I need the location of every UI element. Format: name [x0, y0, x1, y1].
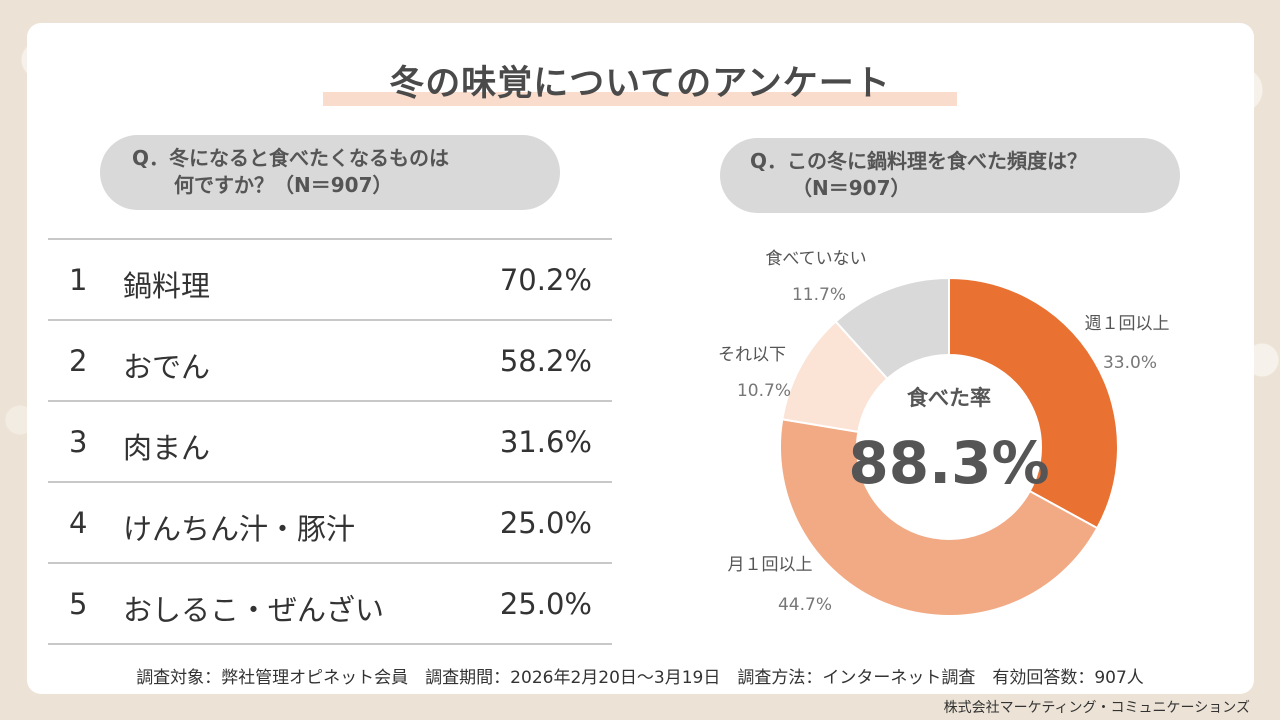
rank-item-name: 肉まん — [123, 431, 211, 465]
slice-weekly — [948, 276, 1119, 530]
rank-number: 5 — [69, 587, 88, 621]
rank-percentage: 25.0% — [499, 587, 592, 621]
left-question-line2: 何ですか？（N＝907） — [174, 173, 393, 197]
rank-number: 3 — [69, 425, 88, 459]
rank-item-name: 鍋料理 — [123, 269, 211, 303]
rank-percentage: 70.2% — [499, 263, 592, 297]
table-row: 2 おでん 58.2% — [48, 319, 612, 400]
slice-monthly — [779, 418, 1099, 617]
company-name: 株式会社マーケティング・コミュニケーションズ — [943, 700, 1250, 716]
slice-label-weekly: 週１回以上 — [1085, 314, 1170, 334]
right-question: Q．この冬に鍋料理を食べた頻度は？ （N＝907） — [720, 138, 1180, 213]
slice-value-none: 11.7% — [792, 285, 846, 305]
title-underline — [323, 92, 957, 106]
table-row: 4 けんちん汁・豚汁 25.0% — [48, 481, 612, 562]
rank-percentage: 25.0% — [499, 506, 592, 540]
rank-number: 1 — [69, 263, 88, 297]
right-question-line2: （N＝907） — [792, 176, 911, 200]
table-row: 1 鍋料理 70.2% — [48, 238, 612, 319]
table-row: 3 肉まん 31.6% — [48, 400, 612, 481]
slice-label-less: それ以下 — [718, 345, 786, 365]
slice-none — [834, 276, 950, 381]
rank-percentage: 58.2% — [499, 344, 592, 378]
table-row: 5 おしるこ・ぜんざい 25.0% — [48, 562, 612, 645]
rank-item-name: おしるこ・ぜんざい — [123, 593, 385, 627]
center-value: 88.3% — [848, 429, 1049, 497]
left-question: Q．冬になると食べたくなるものは 何ですか？（N＝907） — [100, 135, 560, 210]
survey-footer: 調査対象：弊社管理オピネット会員 調査期間：2026年2月20日～3月19日 調… — [136, 668, 1144, 688]
page-title: 冬の味覚についてのアンケート — [389, 64, 891, 104]
rank-item-name: けんちん汁・豚汁 — [123, 512, 356, 546]
rank-percentage: 31.6% — [499, 425, 592, 459]
slice-value-monthly: 44.7% — [778, 595, 832, 615]
left-question-line1: Q．冬になると食べたくなるものは — [132, 146, 450, 170]
slice-value-weekly: 33.0% — [1103, 353, 1157, 373]
rank-number: 2 — [69, 344, 88, 378]
donut-slices — [779, 276, 1119, 617]
ranking-table: 1 鍋料理 70.2% 2 おでん 58.2% 3 肉まん 31.6% 4 けん… — [48, 238, 612, 645]
right-question-line1: Q．この冬に鍋料理を食べた頻度は？ — [750, 149, 1088, 173]
rank-number: 4 — [69, 506, 88, 540]
rank-item-name: おでん — [123, 350, 211, 384]
slice-label-monthly: 月１回以上 — [728, 555, 813, 575]
slice-value-less: 10.7% — [737, 381, 791, 401]
slice-label-none: 食べていない — [765, 249, 866, 269]
center-label: 食べた率 — [907, 386, 991, 410]
